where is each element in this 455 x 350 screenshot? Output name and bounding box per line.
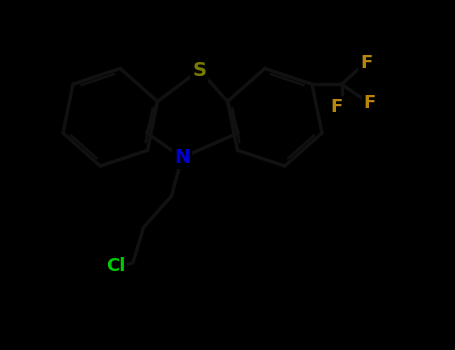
Text: Cl: Cl: [106, 257, 125, 275]
Text: S: S: [192, 61, 207, 79]
Text: F: F: [360, 54, 372, 72]
Text: N: N: [174, 148, 190, 167]
Text: F: F: [364, 94, 376, 112]
Text: F: F: [330, 98, 343, 116]
